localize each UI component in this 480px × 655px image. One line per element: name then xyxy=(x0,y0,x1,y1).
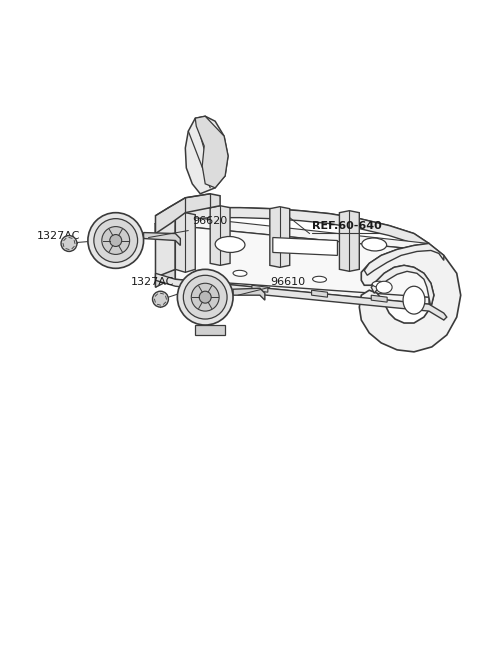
Circle shape xyxy=(178,269,233,325)
Circle shape xyxy=(183,275,227,319)
Polygon shape xyxy=(252,285,268,292)
Circle shape xyxy=(61,236,77,252)
Circle shape xyxy=(192,283,219,311)
Polygon shape xyxy=(156,261,429,304)
Polygon shape xyxy=(185,116,228,194)
Ellipse shape xyxy=(372,281,386,288)
Polygon shape xyxy=(192,281,208,288)
Polygon shape xyxy=(371,295,387,302)
Ellipse shape xyxy=(362,238,386,251)
Polygon shape xyxy=(156,208,429,250)
Text: 96620: 96620 xyxy=(192,215,228,225)
Polygon shape xyxy=(270,207,290,267)
Text: REF.60-640: REF.60-640 xyxy=(312,221,381,231)
Polygon shape xyxy=(175,225,429,297)
Ellipse shape xyxy=(215,236,245,252)
Polygon shape xyxy=(156,273,447,320)
Polygon shape xyxy=(156,269,175,288)
Polygon shape xyxy=(312,290,327,297)
Polygon shape xyxy=(175,215,429,250)
Polygon shape xyxy=(364,244,444,275)
Text: 1327AC: 1327AC xyxy=(131,277,174,288)
Polygon shape xyxy=(233,288,265,300)
Polygon shape xyxy=(273,238,337,255)
Text: 96610: 96610 xyxy=(270,277,305,288)
Polygon shape xyxy=(339,211,360,271)
Circle shape xyxy=(199,291,211,303)
Circle shape xyxy=(88,213,144,269)
Polygon shape xyxy=(144,233,180,246)
Circle shape xyxy=(110,234,122,246)
Polygon shape xyxy=(360,244,461,352)
Circle shape xyxy=(153,291,168,307)
Polygon shape xyxy=(195,116,228,188)
Polygon shape xyxy=(371,265,434,307)
Circle shape xyxy=(94,219,138,263)
Ellipse shape xyxy=(193,271,207,276)
Circle shape xyxy=(102,227,130,254)
Polygon shape xyxy=(195,325,225,335)
Polygon shape xyxy=(156,208,429,250)
Ellipse shape xyxy=(376,281,392,293)
Polygon shape xyxy=(156,261,429,304)
Text: 1327AC: 1327AC xyxy=(37,231,81,240)
Polygon shape xyxy=(156,194,220,234)
Ellipse shape xyxy=(233,271,247,276)
Polygon shape xyxy=(156,215,175,234)
Polygon shape xyxy=(175,213,195,272)
Ellipse shape xyxy=(312,276,326,282)
Polygon shape xyxy=(175,269,429,304)
Polygon shape xyxy=(156,215,175,277)
Polygon shape xyxy=(210,206,230,265)
Ellipse shape xyxy=(403,286,425,314)
